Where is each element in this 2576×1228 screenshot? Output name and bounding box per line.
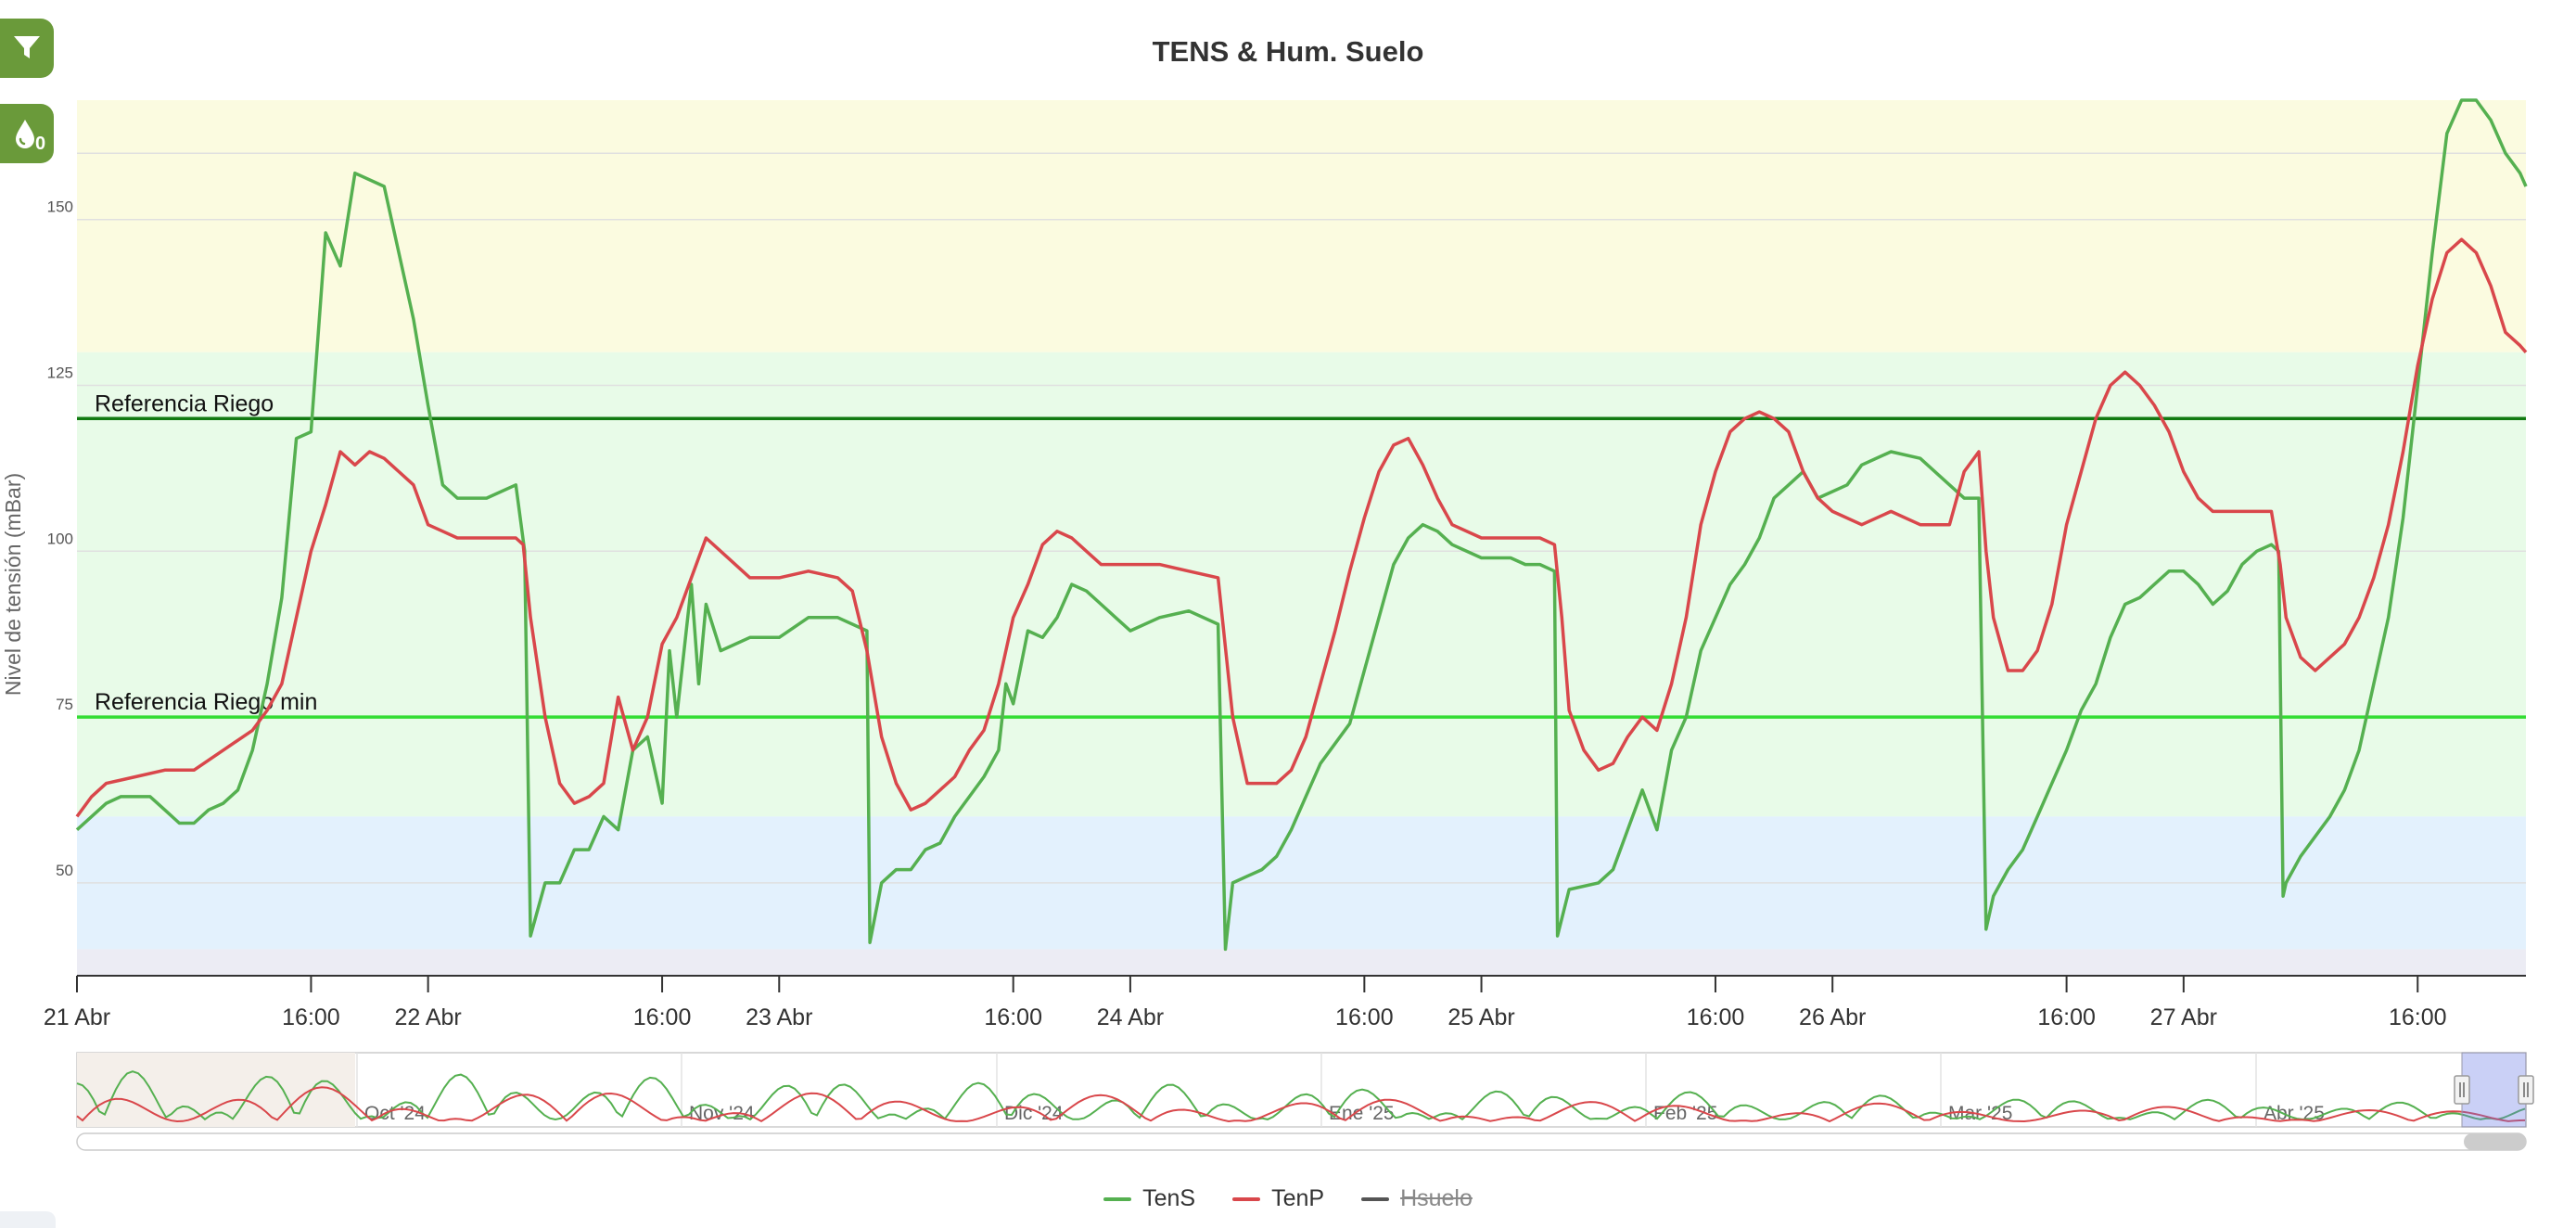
navigator-frame [76, 1052, 2527, 1128]
y-tick-label: 125 [47, 365, 73, 382]
x-tick-label: 25 Abr [1447, 1004, 1514, 1030]
chart-title: TENS & Hum. Suelo [1152, 35, 1424, 68]
y-tick-label: 150 [47, 198, 73, 216]
navigator-handle[interactable] [2518, 1075, 2534, 1105]
irrigation-button[interactable]: 0 [0, 104, 54, 163]
y-axis-title: Nivel de tensión (mBar) [1, 473, 25, 696]
reference-line-label: Referencia Riego [95, 390, 274, 416]
x-tick-label: 16:00 [2037, 1004, 2096, 1030]
navigator-series-line [76, 1086, 2526, 1123]
navigator-tick-label: Feb '25 [1653, 1103, 1717, 1124]
navigator-selection[interactable] [2461, 1052, 2527, 1128]
legend-label: Hsuelo [1400, 1185, 1473, 1211]
x-tick-label: 16:00 [984, 1004, 1042, 1030]
navigator-tick-label: Mar '25 [1948, 1103, 2012, 1124]
axes: 50 75 100 125 150 Nivel de tensión (mBar) 21 A… [1, 198, 2526, 1030]
series-lines [75, 98, 2528, 952]
navigator-tick-label: Ene '25 [1329, 1103, 1395, 1124]
reference-lines: Referencia Riego Referencia Riego min [77, 390, 2526, 719]
navigator-tick-label: Oct '24 [364, 1103, 426, 1124]
series-line-tenp[interactable] [75, 237, 2528, 818]
y-tick-label: 100 [47, 530, 73, 547]
series-line-tens[interactable] [75, 98, 2528, 952]
navigator-handle[interactable] [2454, 1075, 2470, 1105]
plot-band [77, 100, 2526, 352]
water-drop-icon [16, 120, 34, 148]
plot-band [77, 352, 2526, 817]
legend-swatch [1103, 1196, 1132, 1201]
x-tick-label: 23 Abr [746, 1004, 812, 1030]
legend-item-tenp[interactable]: TenP [1232, 1185, 1324, 1212]
y-tick-label: 50 [56, 862, 73, 879]
x-tick-label: 16:00 [2389, 1004, 2447, 1030]
x-tick-label: 22 Abr [394, 1004, 461, 1030]
scrollbar-track[interactable] [76, 1132, 2527, 1151]
background-bands [77, 100, 2526, 976]
legend-item-hsuelo[interactable]: Hsuelo [1361, 1185, 1473, 1212]
x-tick-label: 27 Abr [2150, 1004, 2217, 1030]
x-tick-label: 21 Abr [44, 1004, 110, 1030]
legend-item-tens[interactable]: TenS [1103, 1185, 1195, 1212]
navigator-shade [77, 1053, 355, 1127]
corner-decoration [0, 1211, 56, 1228]
scrollbar-thumb[interactable] [2464, 1133, 2526, 1150]
filter-icon [14, 36, 40, 58]
y-tick-label: 75 [56, 696, 73, 713]
x-tick-label: 24 Abr [1097, 1004, 1164, 1030]
legend-swatch [1232, 1196, 1261, 1201]
plot-band [77, 949, 2526, 976]
navigator[interactable]: Oct '24 Nov '24 Dic '24 Ene '25 Feb '25 Mar '… [76, 1052, 2534, 1151]
x-tick-label: 26 Abr [1799, 1004, 1866, 1030]
x-tick-label: 16:00 [282, 1004, 340, 1030]
legend-label: TenP [1271, 1185, 1325, 1211]
legend: TenS TenP Hsuelo [0, 1185, 2576, 1212]
filter-button[interactable] [0, 19, 54, 78]
navigator-series-line [76, 1070, 2526, 1121]
reference-line-label: Referencia Riego min [95, 689, 317, 715]
irrigation-count-badge: 0 [35, 134, 46, 154]
x-tick-label: 16:00 [1687, 1004, 1745, 1030]
legend-swatch [1361, 1196, 1390, 1201]
x-tick-label: 16:00 [1335, 1004, 1394, 1030]
x-tick-label: 16:00 [633, 1004, 692, 1030]
legend-label: TenS [1142, 1185, 1196, 1211]
